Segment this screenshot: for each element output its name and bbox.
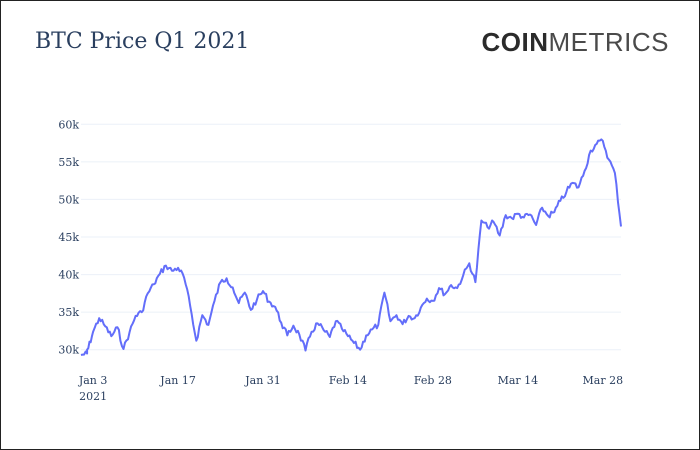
x-tick-label: Mar 28	[583, 374, 624, 387]
coinmetrics-logo: COINMETRICS	[482, 27, 670, 58]
x-tick-label: Jan 17	[159, 374, 196, 387]
y-tick-label: 60k	[58, 118, 79, 131]
logo-wordmark-light: METRICS	[548, 27, 669, 57]
x-tick-label: Feb 28	[414, 374, 452, 387]
y-tick-label: 40k	[58, 269, 79, 282]
y-tick-label: 45k	[58, 231, 79, 244]
btc-price-line	[80, 138, 622, 356]
y-tick-label: 30k	[58, 344, 79, 357]
x-tick-label: Mar 14	[498, 374, 539, 387]
y-tick-label: 50k	[58, 193, 79, 206]
x-tick-sublabel: 2021	[79, 390, 107, 403]
y-tick-label: 55k	[58, 156, 79, 169]
page-title: BTC Price Q1 2021	[35, 29, 250, 54]
logo-wordmark-bold: COIN	[481, 27, 549, 57]
x-tick-label: Jan 31	[244, 374, 281, 387]
x-tick-label: Feb 14	[329, 374, 367, 387]
y-tick-label: 35k	[58, 306, 79, 319]
x-tick-label: Jan 3	[78, 374, 108, 387]
